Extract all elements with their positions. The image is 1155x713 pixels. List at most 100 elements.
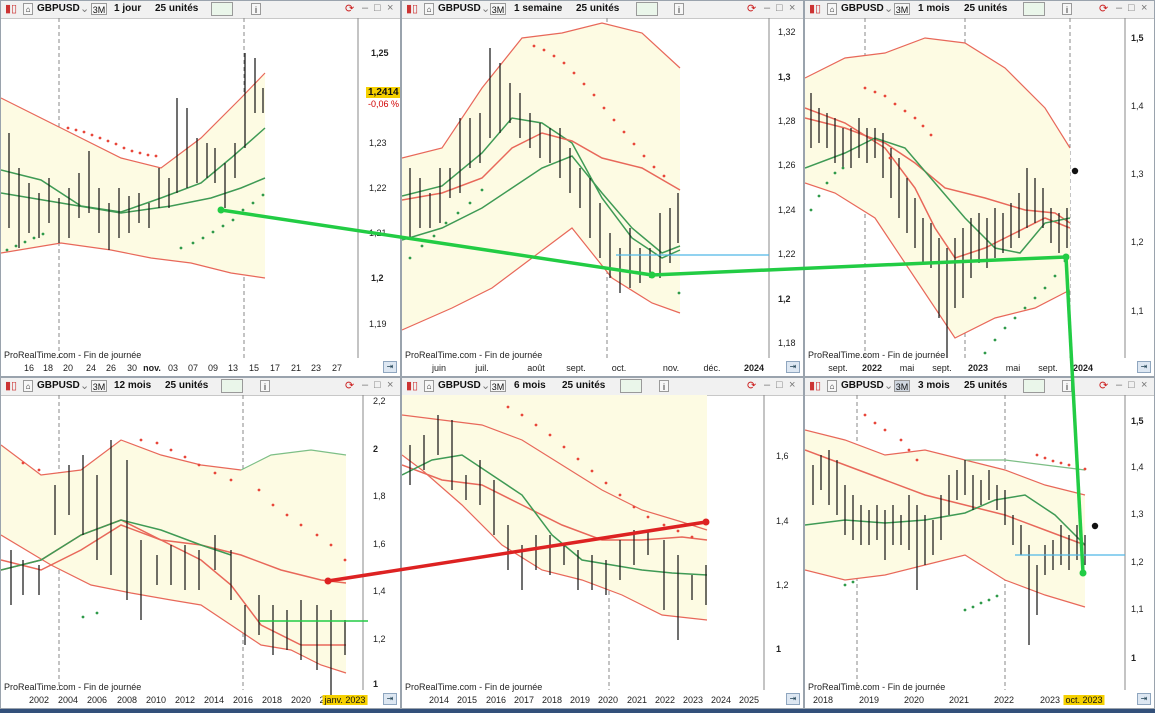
maximize-icon[interactable]: □ — [374, 2, 381, 14]
maximize-icon[interactable]: □ — [776, 2, 783, 14]
maximize-icon[interactable]: □ — [1128, 379, 1135, 391]
chevron-down-icon[interactable]: ⌄ — [481, 3, 491, 15]
scroll-right-icon[interactable]: ⇥ — [383, 693, 397, 705]
units-selector[interactable]: 25 unités — [562, 380, 606, 391]
minimize-icon[interactable]: – — [1116, 2, 1123, 14]
refresh-icon[interactable]: ⟳ — [1099, 380, 1109, 392]
minimize-icon[interactable]: – — [362, 2, 369, 14]
range-button[interactable]: 3M — [490, 3, 506, 15]
info-icon[interactable]: i — [260, 380, 270, 392]
info-icon[interactable]: i — [1062, 380, 1072, 392]
candlestick-icon[interactable]: ▮▯ — [809, 3, 822, 15]
indicators-icon[interactable] — [1023, 2, 1045, 16]
price-chart[interactable] — [805, 18, 1154, 376]
indicators-icon[interactable] — [1023, 379, 1045, 393]
price-chart[interactable] — [1, 395, 400, 708]
info-icon[interactable]: i — [659, 380, 669, 392]
close-icon[interactable]: × — [387, 379, 394, 391]
instrument-icon[interactable]: ⌂ — [23, 3, 33, 15]
refresh-icon[interactable]: ⟳ — [747, 3, 757, 15]
info-icon[interactable]: i — [1062, 3, 1072, 15]
chart-toolbar: ▮▯ ⌂ GBPUSD ⌄ 3M 1 mois 25 unités i ⟳ – … — [805, 1, 1154, 19]
price-chart[interactable] — [1, 18, 400, 376]
range-button[interactable]: 3M — [91, 3, 107, 15]
symbol-selector[interactable]: GBPUSD — [438, 380, 481, 391]
instrument-icon[interactable]: ⌂ — [424, 380, 434, 392]
candlestick-icon[interactable]: ▮▯ — [5, 380, 18, 392]
candlestick-icon[interactable]: ▮▯ — [406, 3, 419, 15]
indicators-icon[interactable] — [221, 379, 243, 393]
minimize-icon[interactable]: – — [764, 2, 771, 14]
scroll-right-icon[interactable]: ⇥ — [1137, 693, 1151, 705]
range-button[interactable]: 3M — [490, 380, 506, 392]
indicators-icon[interactable] — [211, 2, 233, 16]
interval-selector[interactable]: 3 mois — [918, 380, 950, 391]
symbol-selector[interactable]: GBPUSD — [438, 3, 481, 14]
refresh-icon[interactable]: ⟳ — [1099, 3, 1109, 15]
close-icon[interactable]: × — [789, 379, 796, 391]
price-chart[interactable] — [402, 395, 803, 708]
units-selector[interactable]: 25 unités — [964, 3, 1008, 14]
maximize-icon[interactable]: □ — [776, 379, 783, 391]
units-selector[interactable]: 25 unités — [964, 380, 1008, 391]
symbol-selector[interactable]: GBPUSD — [841, 380, 884, 391]
info-icon[interactable]: i — [251, 3, 261, 15]
close-icon[interactable]: × — [789, 2, 796, 14]
chevron-down-icon[interactable]: ⌄ — [80, 3, 90, 15]
chart-panel-weekly[interactable]: ▮▯ ⌂ GBPUSD ⌄ 3M 1 semaine 25 unités i ⟳… — [401, 0, 804, 377]
y-tick: 1,18 — [778, 338, 796, 348]
chart-panel-yearly[interactable]: ▮▯ ⌂ GBPUSD ⌄ 3M 12 mois 25 unités i ⟳ –… — [0, 377, 401, 709]
maximize-icon[interactable]: □ — [1128, 2, 1135, 14]
indicators-icon[interactable] — [620, 379, 642, 393]
instrument-icon[interactable]: ⌂ — [827, 380, 837, 392]
minimize-icon[interactable]: – — [1116, 379, 1123, 391]
instrument-icon[interactable]: ⌂ — [424, 3, 434, 15]
chart-panel-daily[interactable]: ▮▯ ⌂ GBPUSD ⌄ 3M 1 jour 25 unités i ⟳ – … — [0, 0, 401, 377]
interval-selector[interactable]: 6 mois — [514, 380, 546, 391]
chart-panel-monthly[interactable]: ▮▯ ⌂ GBPUSD ⌄ 3M 1 mois 25 unités i ⟳ – … — [804, 0, 1155, 377]
chevron-down-icon[interactable]: ⌄ — [481, 380, 491, 392]
y-tick: 2,2 — [373, 396, 386, 406]
chart-panel-quarterly[interactable]: ▮▯ ⌂ GBPUSD ⌄ 3M 3 mois 25 unités i ⟳ – … — [804, 377, 1155, 709]
chart-panel-halfyear[interactable]: ▮▯ ⌂ GBPUSD ⌄ 3M 6 mois 25 unités i ⟳ – … — [401, 377, 804, 709]
candlestick-icon[interactable]: ▮▯ — [5, 3, 18, 15]
interval-selector[interactable]: 1 semaine — [514, 3, 563, 14]
price-chart[interactable] — [805, 395, 1154, 708]
minimize-icon[interactable]: – — [764, 379, 771, 391]
interval-selector[interactable]: 1 mois — [918, 3, 950, 14]
x-tick: sept. — [828, 363, 848, 373]
units-selector[interactable]: 25 unités — [165, 380, 209, 391]
units-selector[interactable]: 25 unités — [576, 3, 620, 14]
interval-selector[interactable]: 1 jour — [114, 3, 142, 14]
range-button[interactable]: 3M — [91, 380, 107, 392]
scroll-right-icon[interactable]: ⇥ — [383, 361, 397, 373]
close-icon[interactable]: × — [1141, 379, 1148, 391]
chevron-down-icon[interactable]: ⌄ — [884, 380, 894, 392]
close-icon[interactable]: × — [1141, 2, 1148, 14]
refresh-icon[interactable]: ⟳ — [747, 380, 757, 392]
interval-selector[interactable]: 12 mois — [114, 380, 152, 391]
chevron-down-icon[interactable]: ⌄ — [884, 3, 894, 15]
chevron-down-icon[interactable]: ⌄ — [80, 380, 90, 392]
symbol-selector[interactable]: GBPUSD — [841, 3, 884, 14]
range-button[interactable]: 3M — [894, 380, 910, 392]
range-button[interactable]: 3M — [894, 3, 910, 15]
candlestick-icon[interactable]: ▮▯ — [809, 380, 822, 392]
candlestick-icon[interactable]: ▮▯ — [406, 380, 419, 392]
indicators-icon[interactable] — [636, 2, 658, 16]
refresh-icon[interactable]: ⟳ — [345, 380, 355, 392]
units-selector[interactable]: 25 unités — [155, 3, 199, 14]
refresh-icon[interactable]: ⟳ — [345, 3, 355, 15]
instrument-icon[interactable]: ⌂ — [827, 3, 837, 15]
minimize-icon[interactable]: – — [362, 379, 369, 391]
instrument-icon[interactable]: ⌂ — [23, 380, 33, 392]
scroll-right-icon[interactable]: ⇥ — [786, 361, 800, 373]
scroll-right-icon[interactable]: ⇥ — [786, 693, 800, 705]
close-icon[interactable]: × — [387, 2, 394, 14]
info-icon[interactable]: i — [674, 3, 684, 15]
symbol-selector[interactable]: GBPUSD — [37, 3, 80, 14]
scroll-right-icon[interactable]: ⇥ — [1137, 361, 1151, 373]
maximize-icon[interactable]: □ — [374, 379, 381, 391]
price-chart[interactable] — [402, 18, 803, 376]
symbol-selector[interactable]: GBPUSD — [37, 380, 80, 391]
